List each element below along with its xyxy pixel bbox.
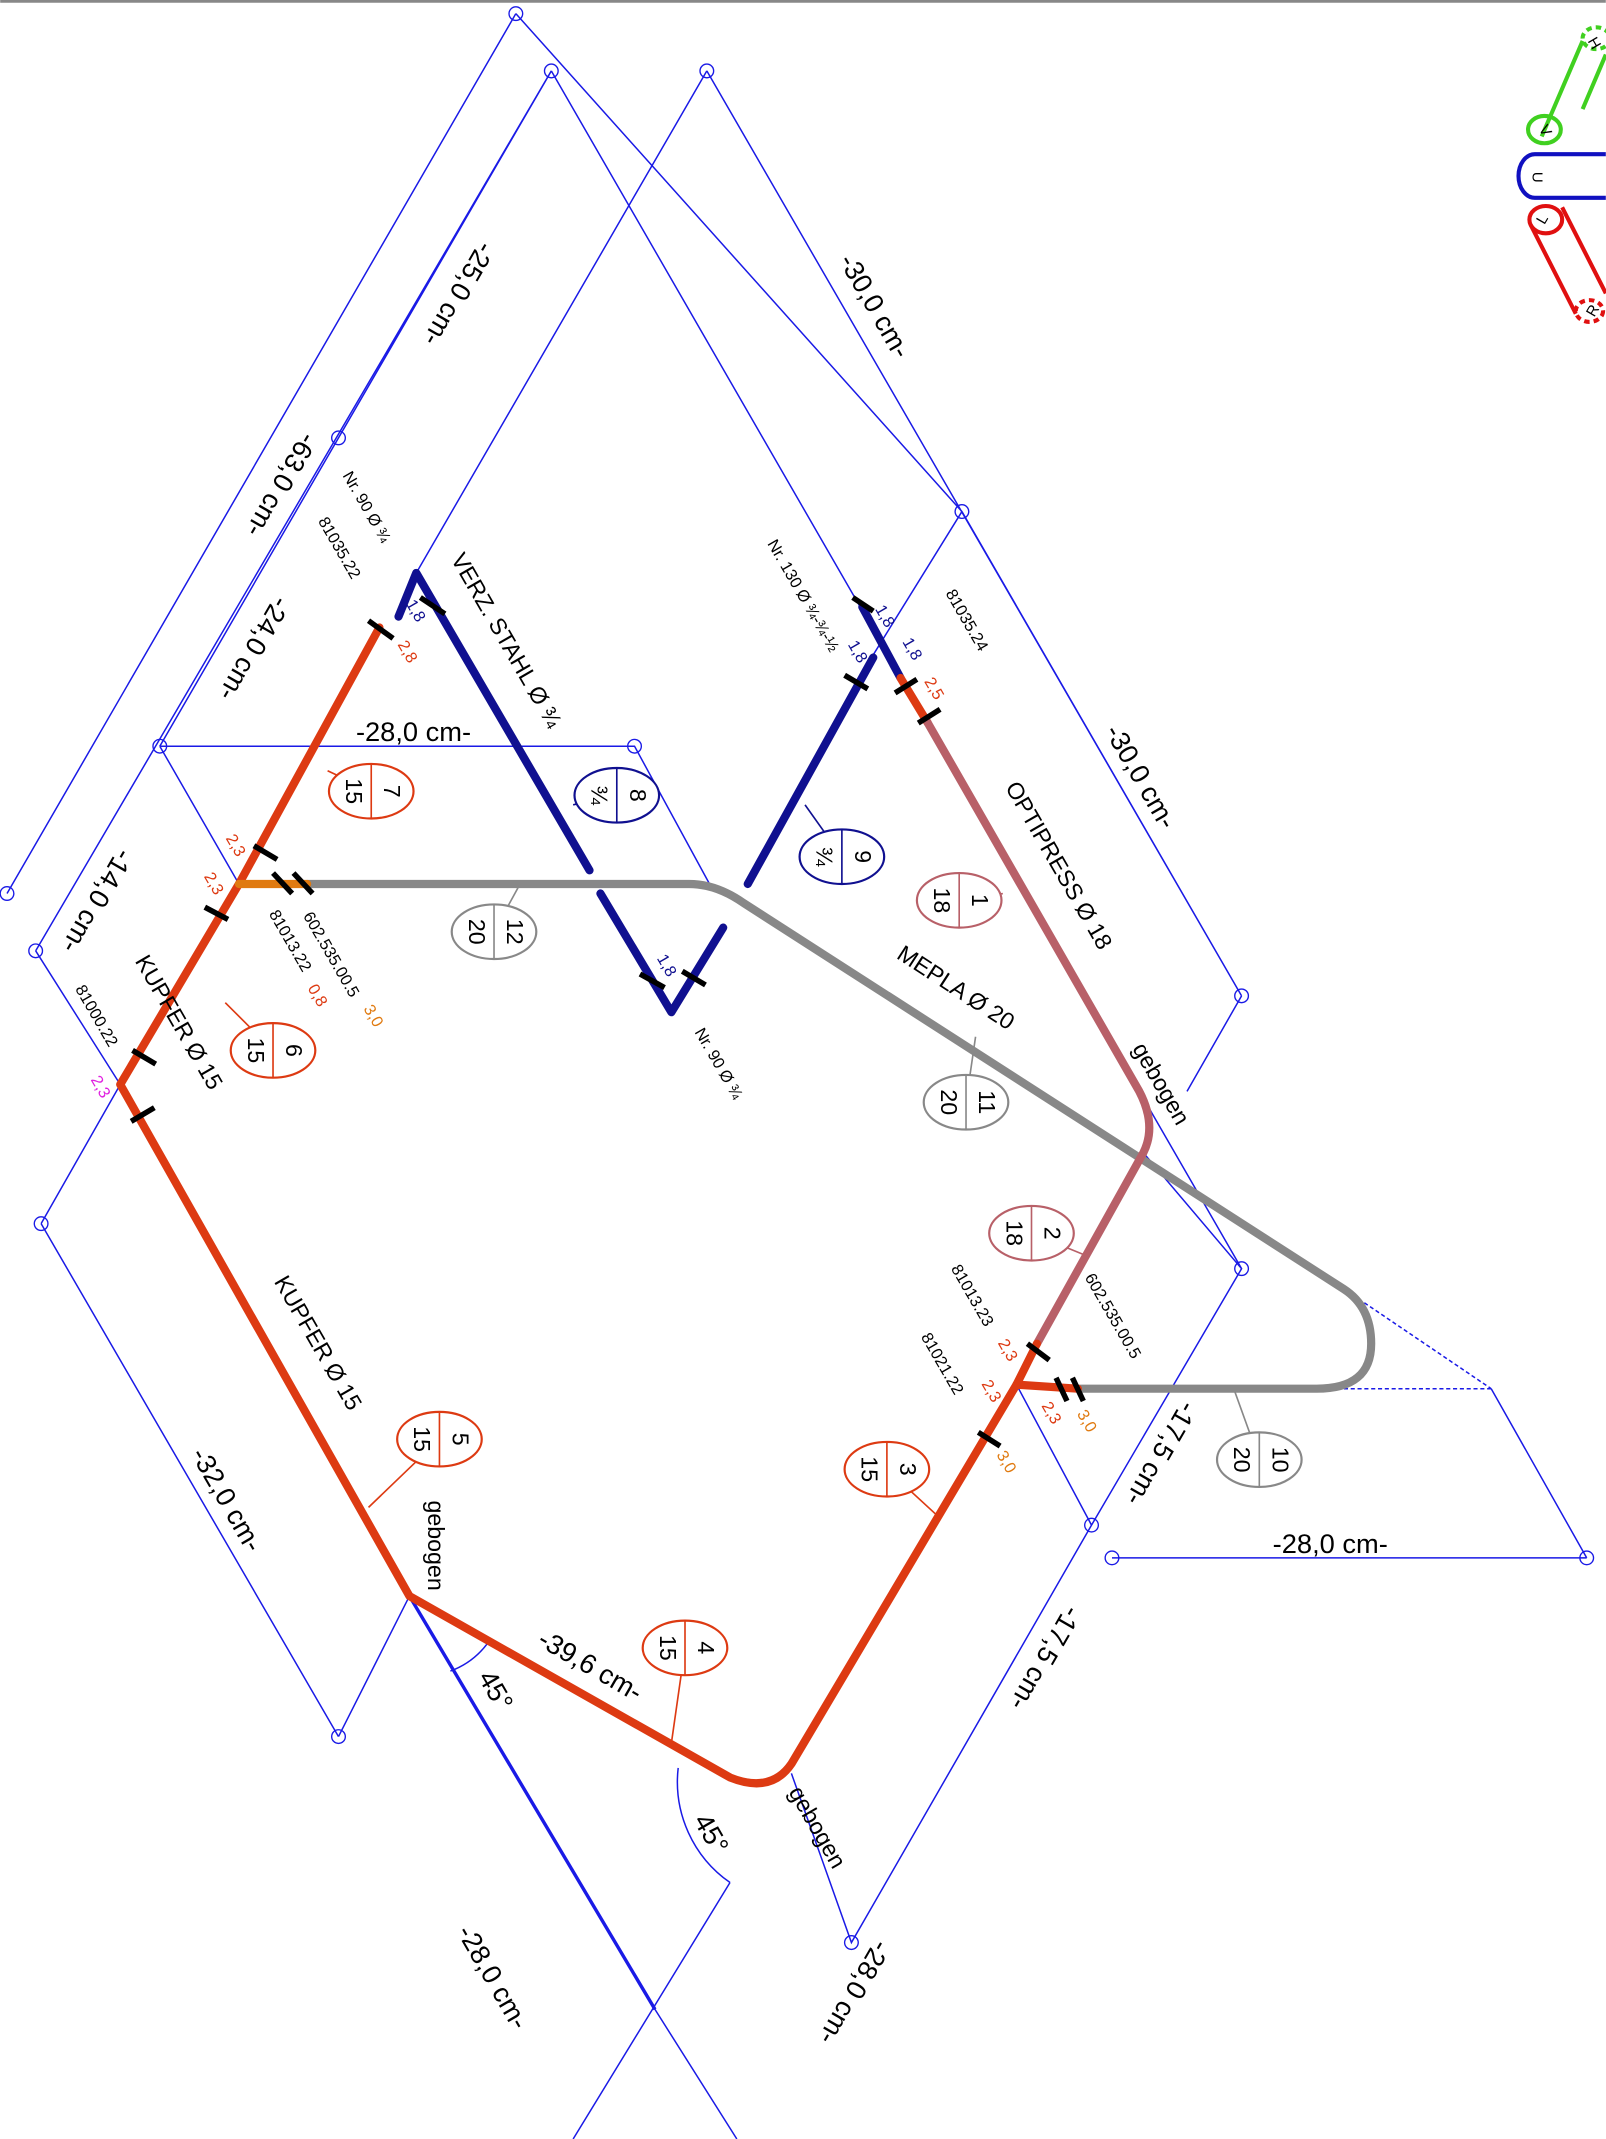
length-label: 2,3 <box>200 869 227 898</box>
section-diameter: 20 <box>1229 1447 1255 1473</box>
angle-label: 45° <box>472 1665 519 1716</box>
pipe-label: MEPLA Ø 20 <box>893 940 1020 1035</box>
dimension-label: -17,5 cm- <box>1120 1396 1204 1511</box>
construction-lines <box>7 14 1587 2139</box>
markers <box>0 7 1593 1950</box>
section-number: 12 <box>502 919 528 945</box>
dimension-label: -30,0 cm- <box>833 248 917 363</box>
steel-pipe <box>399 573 724 1012</box>
section-diameter: 20 <box>464 919 490 945</box>
legend-letter: U <box>1528 172 1545 183</box>
section-number: 11 <box>974 1090 1000 1114</box>
section-number: 5 <box>447 1433 473 1446</box>
dimension-label: -14,0 cm- <box>55 844 139 959</box>
dimension-label: -32,0 cm- <box>185 1442 269 1557</box>
section-diameter: 15 <box>655 1635 681 1661</box>
legend-letter: L <box>1533 212 1552 228</box>
pipe-label: OPTIPRESS Ø 18 <box>1000 777 1117 954</box>
length-label: 2,3 <box>1038 1399 1065 1428</box>
section-diameter: 18 <box>929 887 955 913</box>
bend-label: gebogen <box>784 1781 852 1872</box>
fitting-label: 81000.22 <box>71 982 121 1050</box>
fitting-label: 81021.22 <box>917 1330 967 1398</box>
section-number: 4 <box>693 1641 719 1654</box>
length-label: 2,3 <box>222 831 249 860</box>
length-label: 2,5 <box>920 674 947 703</box>
section-diameter: 15 <box>857 1456 883 1482</box>
pipe-label: KUPFER Ø 15 <box>130 950 228 1094</box>
section-number: 2 <box>1039 1227 1065 1240</box>
fitting-label: 81013.23 <box>947 1262 997 1330</box>
dimension-labels: -63,0 cm--25,0 cm--30,0 cm--24,0 cm--28,… <box>55 237 1387 2051</box>
dimension-label: -24,0 cm- <box>212 592 296 707</box>
dimension-label: -28,0 cm- <box>451 1919 535 2034</box>
length-label: 2,3 <box>994 1336 1021 1365</box>
length-label: 2,8 <box>394 637 421 666</box>
length-label: 2,3 <box>87 1073 114 1102</box>
section-diameter: 15 <box>341 778 367 804</box>
dimension-label: -28,0 cm- <box>1273 1528 1388 1559</box>
section-number: 3 <box>895 1463 921 1476</box>
pipe-label: VERZ. STAHL Ø ¾ <box>446 548 567 732</box>
section-number: 1 <box>967 894 993 907</box>
dimension-label: -28,0 cm- <box>356 716 471 747</box>
length-label: 0,8 <box>304 981 331 1010</box>
section-number: 6 <box>281 1044 307 1057</box>
section-diameter: ¾ <box>587 786 613 806</box>
legend-letter: V <box>1535 122 1555 139</box>
fitting-label: Nr. 90 Ø ¾ <box>339 468 394 546</box>
length-label: 3,0 <box>1073 1407 1100 1436</box>
bend-label: gebogen <box>423 1500 449 1590</box>
length-label: 1,8 <box>653 951 680 980</box>
section-diameter: 15 <box>243 1038 269 1064</box>
section-number: 8 <box>625 789 651 802</box>
section-diameter: 20 <box>936 1089 962 1115</box>
length-label: 1,8 <box>899 635 926 664</box>
legend-icons: H V U L R <box>1519 27 1606 322</box>
angle-label: 45° <box>688 1808 735 1859</box>
pipes <box>120 573 1371 1783</box>
fitting-label: 602.535.00.5 <box>1081 1270 1144 1362</box>
dimension-label: -30,0 cm- <box>1099 719 1183 834</box>
fitting-label: Nr. 90 Ø ¾ <box>691 1025 746 1103</box>
joints <box>131 598 1083 1447</box>
section-number: 10 <box>1267 1447 1293 1473</box>
pipe-label: KUPFER Ø 15 <box>269 1271 367 1415</box>
length-label: 3,0 <box>993 1448 1020 1477</box>
length-label: 3,0 <box>360 1002 387 1031</box>
section-diameter: 15 <box>409 1426 435 1452</box>
section-diameter: 18 <box>1001 1220 1027 1246</box>
fitting-label: 81035.24 <box>942 586 992 654</box>
fitting-label: 81035.22 <box>314 514 364 582</box>
section-number: 7 <box>379 785 405 798</box>
section-number: 9 <box>850 850 876 863</box>
dimension-label: -28,0 cm- <box>813 1935 897 2050</box>
dimension-label: -17,5 cm- <box>1004 1601 1088 1716</box>
mepla-pipe <box>307 884 1371 1389</box>
piping-diagram: H V U L R -63,0 cm--25,0 cm--30,0 cm--24… <box>0 0 1606 2139</box>
section-diameter: ¾ <box>812 847 838 867</box>
dimension-label: -25,0 cm- <box>417 237 501 352</box>
length-label: 2,3 <box>978 1377 1005 1406</box>
